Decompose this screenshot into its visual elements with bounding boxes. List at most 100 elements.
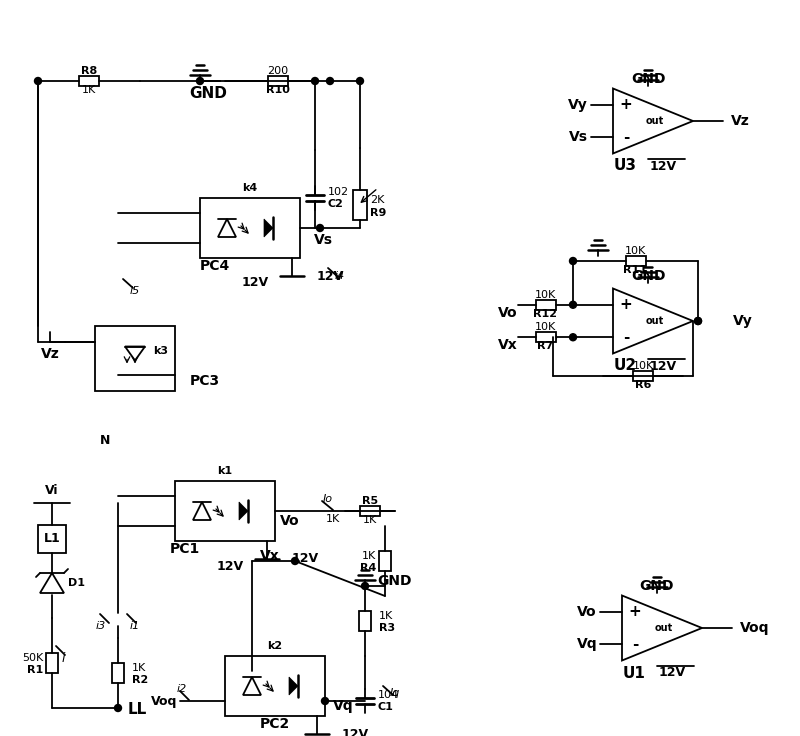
Text: GND: GND	[640, 579, 674, 593]
Circle shape	[550, 333, 557, 341]
Bar	[379, 551, 391, 571]
Text: -: -	[623, 330, 629, 344]
Bar	[38, 525, 66, 553]
Text: R3: R3	[379, 623, 395, 633]
Text: k1: k1	[218, 466, 233, 476]
Text: Vz: Vz	[42, 347, 60, 361]
Bar	[95, 326, 175, 391]
Bar	[633, 371, 653, 381]
Text: k2: k2	[267, 641, 282, 651]
Text: 10K: 10K	[625, 246, 646, 256]
Text: 1K: 1K	[326, 514, 340, 524]
Text: 12V: 12V	[242, 277, 269, 289]
Text: 104: 104	[378, 690, 399, 700]
Text: i1: i1	[130, 621, 140, 631]
Text: 12V: 12V	[217, 559, 243, 573]
Text: C1: C1	[378, 702, 394, 712]
Text: i2: i2	[177, 684, 187, 694]
Text: Vy: Vy	[568, 98, 588, 112]
Circle shape	[570, 258, 577, 264]
Text: 10K: 10K	[535, 290, 556, 300]
Text: 1K: 1K	[379, 611, 394, 621]
Bar	[200, 198, 300, 258]
Text: 1K: 1K	[132, 663, 146, 673]
Text: i5: i5	[130, 286, 140, 296]
Text: Vq: Vq	[577, 637, 598, 651]
Bar	[225, 656, 325, 716]
Bar	[267, 76, 287, 86]
Text: R10: R10	[266, 85, 290, 95]
Text: 12V: 12V	[650, 160, 677, 172]
Text: Iq: Iq	[390, 688, 400, 698]
Text: Voq: Voq	[150, 695, 177, 707]
Text: Vo: Vo	[280, 514, 300, 528]
Text: R11: R11	[623, 265, 647, 275]
Bar	[46, 653, 58, 673]
Text: 12V: 12V	[342, 727, 369, 736]
Text: R12: R12	[534, 308, 558, 319]
Bar	[112, 663, 124, 683]
Text: 2K: 2K	[370, 195, 384, 205]
Circle shape	[570, 301, 577, 308]
Text: i: i	[62, 651, 66, 665]
Text: R1: R1	[26, 665, 43, 675]
Text: GND: GND	[189, 85, 227, 101]
Text: 12V: 12V	[658, 667, 686, 679]
Text: Io: Io	[323, 494, 333, 504]
Polygon shape	[289, 677, 298, 695]
Text: LL: LL	[128, 702, 147, 718]
Circle shape	[694, 317, 702, 325]
Text: GND: GND	[377, 574, 411, 588]
Text: Vs: Vs	[314, 233, 333, 247]
Circle shape	[570, 333, 577, 341]
Text: 10K: 10K	[632, 361, 654, 371]
Text: PC3: PC3	[190, 374, 220, 388]
Text: R9: R9	[370, 208, 386, 218]
Text: Vo: Vo	[577, 605, 597, 619]
Bar	[353, 190, 367, 220]
Text: Vx: Vx	[498, 339, 518, 353]
Polygon shape	[239, 502, 248, 520]
Text: U2: U2	[614, 358, 637, 373]
Text: -: -	[623, 130, 629, 145]
Text: 10K: 10K	[535, 322, 556, 332]
Text: 12V: 12V	[650, 359, 677, 372]
Text: PC4: PC4	[200, 259, 230, 273]
Text: R2: R2	[132, 675, 148, 685]
Text: Vz: Vz	[731, 114, 750, 128]
Text: 12V: 12V	[317, 269, 344, 283]
Text: out: out	[646, 116, 664, 126]
Circle shape	[311, 77, 318, 85]
Text: k3: k3	[153, 345, 168, 355]
Text: R4: R4	[360, 563, 376, 573]
Text: 200: 200	[267, 66, 288, 76]
Text: i3: i3	[96, 621, 106, 631]
Text: 12V: 12V	[292, 553, 319, 565]
Text: 1K: 1K	[362, 551, 376, 561]
Text: k4: k4	[242, 183, 258, 193]
Circle shape	[362, 582, 369, 590]
Text: 1K: 1K	[82, 85, 96, 95]
Text: PC1: PC1	[170, 542, 200, 556]
Text: out: out	[646, 316, 664, 326]
Text: U1: U1	[622, 665, 646, 681]
Bar	[360, 506, 380, 516]
Text: Vx: Vx	[260, 549, 280, 563]
Text: i4: i4	[335, 271, 345, 281]
Text: D1: D1	[68, 578, 85, 588]
Circle shape	[322, 698, 329, 704]
Bar	[359, 611, 371, 631]
Bar	[535, 300, 555, 310]
Circle shape	[34, 77, 42, 85]
Circle shape	[694, 317, 702, 325]
Circle shape	[317, 224, 323, 232]
Text: +: +	[620, 297, 632, 312]
Text: R8: R8	[81, 66, 97, 76]
Text: out: out	[655, 623, 673, 633]
Text: GND: GND	[630, 269, 666, 283]
Circle shape	[114, 704, 122, 712]
Text: GND: GND	[630, 72, 666, 86]
Text: R5: R5	[362, 496, 378, 506]
Text: +: +	[620, 97, 632, 113]
Text: Vo: Vo	[498, 305, 518, 319]
